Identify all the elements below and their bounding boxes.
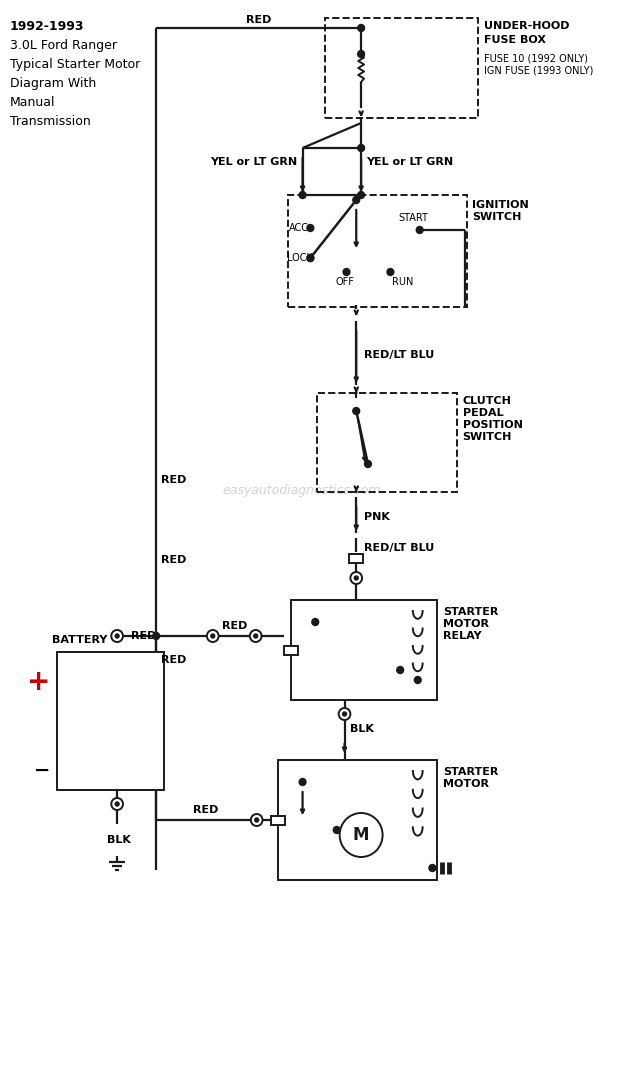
Bar [291, 600, 438, 700]
Text: RED: RED [161, 555, 187, 565]
Text: +: + [27, 668, 51, 696]
Text: RELAY: RELAY [443, 631, 482, 641]
Circle shape [358, 50, 365, 58]
Circle shape [115, 802, 119, 806]
Circle shape [254, 635, 258, 638]
Circle shape [115, 635, 119, 638]
Circle shape [342, 712, 347, 716]
Text: RED/LT BLU: RED/LT BLU [364, 542, 434, 553]
Text: Diagram With: Diagram With [10, 77, 96, 90]
Text: LOCK: LOCK [287, 253, 313, 263]
Bar [349, 553, 363, 563]
Circle shape [255, 817, 259, 822]
Text: RED/LT BLU: RED/LT BLU [364, 350, 434, 360]
Circle shape [343, 269, 350, 275]
Text: SWITCH: SWITCH [472, 212, 522, 221]
Circle shape [397, 667, 404, 673]
Text: RED: RED [222, 621, 247, 631]
Bar [278, 760, 438, 880]
Circle shape [417, 227, 423, 233]
Circle shape [387, 269, 394, 275]
Bar [284, 645, 298, 655]
Bar [325, 18, 478, 118]
Text: BATTERY: BATTERY [52, 635, 107, 645]
Bar [317, 393, 457, 492]
Circle shape [358, 192, 365, 199]
Text: 1992-1993: 1992-1993 [10, 20, 84, 33]
Circle shape [354, 576, 358, 580]
Circle shape [111, 798, 123, 810]
Circle shape [299, 779, 306, 785]
Circle shape [339, 708, 350, 720]
Text: OFF: OFF [335, 277, 354, 287]
Circle shape [307, 255, 314, 261]
Circle shape [350, 572, 362, 584]
Circle shape [299, 192, 306, 199]
Text: FUSE BOX: FUSE BOX [484, 35, 546, 45]
Text: M: M [353, 826, 370, 844]
Circle shape [340, 813, 383, 857]
Text: SWITCH: SWITCH [463, 432, 512, 442]
Text: Manual: Manual [10, 96, 55, 109]
Text: CLUTCH: CLUTCH [463, 396, 512, 406]
Text: UNDER-HOOD: UNDER-HOOD [484, 21, 570, 31]
Text: IGNITION: IGNITION [472, 200, 529, 210]
Bar [288, 195, 467, 307]
Text: YEL or LT GRN: YEL or LT GRN [211, 157, 298, 167]
Text: PNK: PNK [364, 513, 390, 522]
Text: Typical Starter Motor: Typical Starter Motor [10, 58, 140, 71]
Circle shape [111, 630, 123, 642]
Circle shape [307, 255, 314, 261]
Text: YEL or LT GRN: YEL or LT GRN [366, 157, 453, 167]
Circle shape [307, 225, 314, 231]
Text: PEDAL: PEDAL [463, 408, 503, 418]
Text: BLK: BLK [108, 835, 131, 845]
Circle shape [333, 826, 340, 834]
Circle shape [250, 630, 261, 642]
Circle shape [353, 197, 360, 203]
Text: RED: RED [246, 15, 271, 25]
Text: Transmission: Transmission [10, 114, 90, 128]
Text: −: − [34, 761, 50, 780]
Circle shape [207, 630, 219, 642]
Circle shape [358, 144, 365, 152]
Circle shape [153, 632, 159, 640]
Circle shape [365, 460, 371, 468]
Text: START: START [398, 213, 428, 223]
Text: MOTOR: MOTOR [443, 620, 489, 629]
Bar [271, 815, 285, 825]
Bar [57, 652, 164, 790]
Circle shape [211, 635, 214, 638]
Text: RED: RED [161, 655, 187, 664]
Circle shape [251, 814, 263, 826]
Text: easyautodiagnostics.com: easyautodiagnostics.com [222, 484, 381, 496]
Circle shape [414, 676, 421, 684]
Text: IGN FUSE (1993 ONLY): IGN FUSE (1993 ONLY) [484, 65, 593, 75]
Text: STARTER: STARTER [443, 767, 499, 777]
Text: ACC: ACC [289, 223, 309, 233]
Text: RED: RED [193, 805, 219, 815]
Circle shape [358, 25, 365, 31]
Text: MOTOR: MOTOR [443, 779, 489, 789]
Text: RUN: RUN [392, 277, 413, 287]
Text: FUSE 10 (1992 ONLY): FUSE 10 (1992 ONLY) [484, 54, 588, 63]
Text: BLK: BLK [350, 724, 375, 734]
Circle shape [429, 865, 436, 871]
Text: RED: RED [131, 631, 156, 641]
Text: POSITION: POSITION [463, 421, 522, 430]
Text: STARTER: STARTER [443, 607, 499, 617]
Text: RED: RED [161, 475, 187, 485]
Circle shape [312, 618, 319, 626]
Circle shape [353, 408, 360, 414]
Text: 3.0L Ford Ranger: 3.0L Ford Ranger [10, 39, 117, 52]
